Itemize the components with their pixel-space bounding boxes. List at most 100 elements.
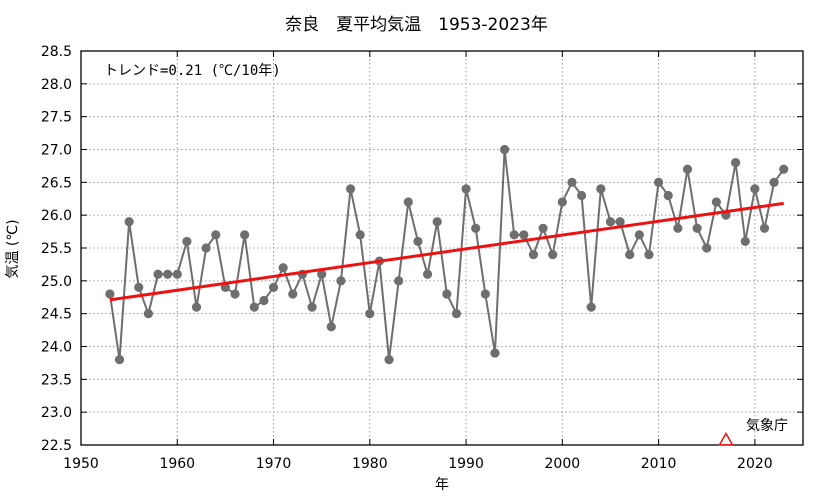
data-point <box>702 243 712 253</box>
x-tick-label: 1950 <box>63 456 99 472</box>
data-point <box>605 217 616 227</box>
trend-annotation: トレンド=0.21 (℃/10年) <box>104 63 281 79</box>
data-point <box>422 269 433 279</box>
y-tick-label: 22.5 <box>41 438 72 454</box>
y-tick-label: 23.5 <box>41 372 72 388</box>
data-point <box>625 249 635 260</box>
y-tick-label: 28.5 <box>41 44 72 60</box>
data-point <box>182 236 192 247</box>
data-point <box>413 236 423 247</box>
y-tick-label: 24.5 <box>41 307 72 323</box>
data-point <box>201 243 211 253</box>
data-point <box>355 230 365 240</box>
data-point <box>769 177 779 187</box>
y-tick-label: 25.0 <box>41 274 72 290</box>
data-point <box>442 289 452 299</box>
data-point <box>153 269 163 279</box>
grid <box>81 51 803 445</box>
data-point <box>528 249 539 260</box>
x-axis-label: 年 <box>435 477 449 493</box>
y-axis-label: 気温 (℃) <box>5 219 21 278</box>
data-point <box>230 289 240 299</box>
data-point <box>750 184 760 194</box>
data-point <box>134 282 144 292</box>
data-point <box>345 184 356 194</box>
trend-line <box>109 201 784 302</box>
data-point <box>172 269 182 279</box>
data-point <box>336 276 346 286</box>
y-tick-label: 26.5 <box>41 175 72 191</box>
source-label: 気象庁 <box>746 418 788 434</box>
data-point <box>509 230 519 240</box>
data-point <box>663 190 673 201</box>
data-point <box>654 177 664 187</box>
series-line <box>108 149 785 360</box>
marker-group <box>718 431 734 446</box>
data-point <box>432 217 442 227</box>
chart-title: 奈良 夏平均気温 1953-2023年 <box>285 15 548 35</box>
data-point <box>365 309 375 319</box>
data-point <box>682 164 693 174</box>
data-point <box>615 217 625 227</box>
data-point <box>519 230 529 240</box>
data-point <box>673 223 683 233</box>
data-point <box>307 302 317 312</box>
data-point <box>461 184 471 194</box>
y-tick-label: 28.0 <box>41 77 72 93</box>
data-point <box>451 309 462 319</box>
data-point <box>394 276 404 286</box>
series-temperature <box>105 144 789 365</box>
x-tick-label: 1990 <box>448 456 484 472</box>
data-point <box>143 309 153 319</box>
x-tick-label: 2010 <box>641 456 677 472</box>
data-point <box>644 249 654 260</box>
x-tick-label: 2000 <box>545 456 581 472</box>
y-tick-label: 24.0 <box>41 340 72 356</box>
data-point <box>240 230 250 240</box>
data-point <box>480 289 490 299</box>
data-point <box>114 355 125 365</box>
data-point <box>163 269 173 279</box>
data-point <box>317 269 327 279</box>
data-point <box>779 164 789 174</box>
data-point <box>288 289 298 299</box>
data-point <box>634 230 644 240</box>
data-point <box>740 236 750 247</box>
data-point <box>249 302 259 312</box>
x-tick-label: 1970 <box>256 456 292 472</box>
data-point <box>191 302 202 312</box>
data-point <box>403 197 413 207</box>
data-point <box>548 249 558 260</box>
y-tick-label: 26.0 <box>41 208 72 224</box>
data-point <box>384 355 394 365</box>
data-point <box>124 217 134 227</box>
data-point <box>557 197 567 207</box>
data-point <box>711 197 721 207</box>
x-tick-label: 2020 <box>737 456 773 472</box>
y-tick-label: 27.5 <box>41 110 72 126</box>
data-point <box>538 223 548 233</box>
data-point <box>105 289 115 299</box>
data-point <box>586 302 596 312</box>
data-point <box>471 223 481 233</box>
y-tick-label: 25.5 <box>41 241 72 257</box>
x-tick-label: 1960 <box>159 456 195 472</box>
data-point <box>326 322 336 332</box>
y-tick-label: 23.0 <box>41 405 72 421</box>
data-point <box>596 184 606 194</box>
data-point <box>490 348 500 358</box>
data-point <box>211 230 221 240</box>
data-point <box>268 282 279 292</box>
data-point <box>759 223 770 233</box>
triangle-marker <box>718 431 734 446</box>
data-point <box>692 223 702 233</box>
y-tick-label: 27.0 <box>41 143 72 159</box>
data-point <box>259 295 269 306</box>
data-point <box>499 144 510 155</box>
axis-ticks: 22.5 23.0 23.5 24.0 24.5 25.0 25.5 26.0 26.5 27.0… <box>41 44 803 472</box>
data-point <box>576 190 587 201</box>
data-point <box>731 158 741 168</box>
data-point <box>278 263 288 273</box>
data-point <box>567 177 577 187</box>
